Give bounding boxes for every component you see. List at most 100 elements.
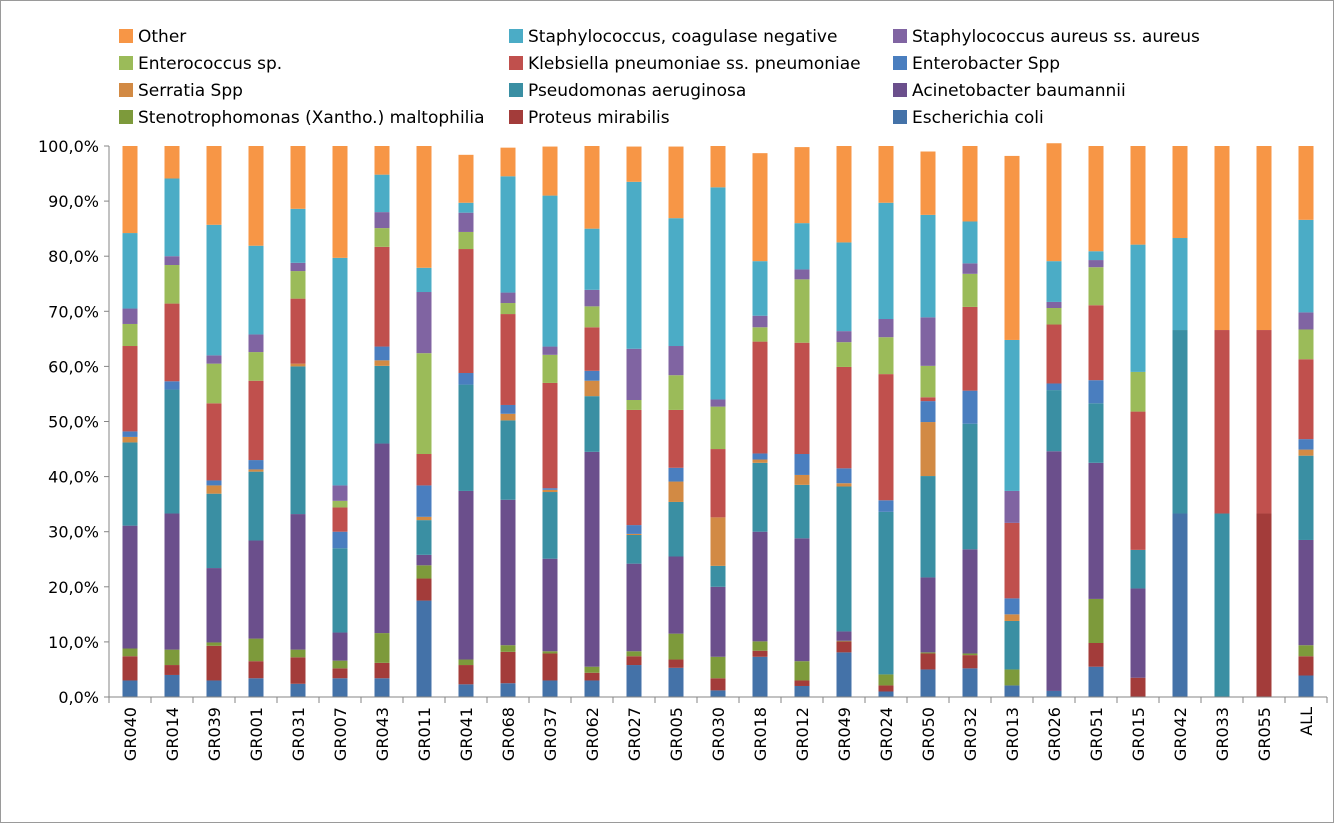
y-tick-label: 60,0% [48,357,99,376]
bar-segment-proteus-mirabilis [794,680,810,686]
bar-segment-pseudomonas-aeruginosa [416,520,432,555]
bar-segment-stenotrophomonas-xantho-maltophilia [332,660,348,669]
bar-segment-staphylococcus-aureus-ss-aureus [332,485,348,501]
bar-segment-enterococcus-sp [668,375,684,410]
bar-segment-acinetobacter-baumannii [920,577,936,653]
bar-segment-other [584,146,600,229]
bar-stack-gr041 [458,154,474,697]
bar-segment-serratia-spp [542,489,558,493]
bar-segment-staphylococcus-aureus-ss-aureus [1046,301,1062,308]
x-tick-label: GR027 [625,707,644,761]
bar-segment-other [164,146,180,179]
bar-segment-pseudomonas-aeruginosa [836,486,852,632]
bar-segment-acinetobacter-baumannii [290,514,306,650]
bar-segment-stenotrophomonas-xantho-maltophilia [962,653,978,656]
bar-segment-serratia-spp [920,422,936,477]
bar-segment-stenotrophomonas-xantho-maltophilia [626,651,642,657]
bar-segment-klebsiella-pneumoniae-ss-pneumoniae [1256,330,1272,514]
bar-segment-pseudomonas-aeruginosa [710,565,726,587]
legend-item-other: Other [119,27,186,47]
bar-segment-escherichia-coli [206,680,222,697]
bar-segment-staphylococcus-coagulase-negative [878,202,894,320]
bar-segment-pseudomonas-aeruginosa [1130,549,1146,589]
y-tick-label: 100,0% [38,137,99,156]
bar-segment-enterobacter-spp [1088,380,1104,404]
x-axis: GR040 GR014 GR039 GR001 GR031 GR007 GR043 GR011… [108,696,1328,761]
legend-label: Pseudomonas aeruginosa [528,81,746,101]
bar-segment-klebsiella-pneumoniae-ss-pneumoniae [1088,305,1104,381]
bar-segment-stenotrophomonas-xantho-maltophilia [206,642,222,646]
bar-segment-enterobacter-spp [584,370,600,381]
bar-segment-staphylococcus-aureus-ss-aureus [1088,260,1104,268]
legend-label: Stenotrophomonas (Xantho.) maltophilia [138,108,485,128]
bar-segment-klebsiella-pneumoniae-ss-pneumoniae [752,341,768,454]
bar-segment-staphylococcus-coagulase-negative [458,202,474,213]
bar-segment-other [626,146,642,182]
bar-stack-gr040 [122,146,138,697]
legend-item-serratia-spp: Serratia Spp [119,81,243,101]
bar-segment-enterococcus-sp [710,406,726,450]
bar-segment-klebsiella-pneumoniae-ss-pneumoniae [122,346,138,432]
bar-segment-serratia-spp [710,517,726,566]
bar-segment-escherichia-coli [1298,675,1314,697]
bar-segment-proteus-mirabilis [1088,643,1104,667]
bar-segment-enterococcus-sp [626,400,642,410]
legend-swatch [893,110,907,124]
bar-segment-stenotrophomonas-xantho-maltophilia [164,649,180,666]
bar-segment-enterobacter-spp [626,525,642,534]
bar-segment-proteus-mirabilis [248,661,264,679]
bar-segment-proteus-mirabilis [920,653,936,670]
bar-segment-pseudomonas-aeruginosa [584,396,600,452]
bar-segment-acinetobacter-baumannii [332,632,348,661]
bar-segment-pseudomonas-aeruginosa [248,471,264,541]
bar-segment-acinetobacter-baumannii [1088,462,1104,599]
bar-segment-staphylococcus-aureus-ss-aureus [752,315,768,328]
bar-segment-other [1172,146,1188,239]
bar-stack-gr032 [962,146,978,697]
bar-segment-enterococcus-sp [1046,307,1062,325]
bar-segment-staphylococcus-coagulase-negative [920,214,936,318]
bar-segment-stenotrophomonas-xantho-maltophilia [668,633,684,660]
bar-segment-pseudomonas-aeruginosa [752,462,768,532]
x-tick-label: GR032 [961,707,980,761]
bar-segment-pseudomonas-aeruginosa [374,365,390,444]
bar-segment-enterobacter-spp [962,390,978,424]
bar-segment-acinetobacter-baumannii [626,563,642,652]
bar-segment-staphylococcus-coagulase-negative [542,195,558,347]
bar-segment-stenotrophomonas-xantho-maltophilia [458,659,474,666]
bar-stack-gr050 [920,151,936,697]
bar-segment-klebsiella-pneumoniae-ss-pneumoniae [1046,324,1062,384]
y-tick-label: 90,0% [48,192,99,211]
bar-segment-other [710,146,726,188]
bar-segment-escherichia-coli [626,665,642,697]
bar-segment-other [206,146,222,225]
bar-segment-enterococcus-sp [962,273,978,307]
bar-segment-stenotrophomonas-xantho-maltophilia [500,645,516,652]
x-tick-label: GR051 [1087,707,1106,761]
legend-swatch [509,83,523,97]
bar-segment-escherichia-coli [836,652,852,697]
bar-segment-pseudomonas-aeruginosa [878,511,894,675]
bar-segment-staphylococcus-coagulase-negative [794,223,810,270]
bar-segment-stenotrophomonas-xantho-maltophilia [920,652,936,654]
bar-segment-klebsiella-pneumoniae-ss-pneumoniae [458,249,474,374]
bar-stack-gr033 [1214,146,1230,697]
bar-segment-other [920,151,936,215]
bar-segment-pseudomonas-aeruginosa [668,501,684,557]
bar-stack-gr039 [206,146,222,697]
bar-segment-staphylococcus-coagulase-negative [1046,261,1062,302]
x-tick-label: GR068 [499,707,518,761]
x-tick-label: GR039 [205,707,224,761]
bar-segment-proteus-mirabilis [1130,677,1146,697]
bar-segment-stenotrophomonas-xantho-maltophilia [1298,645,1314,657]
bar-segment-staphylococcus-coagulase-negative [836,242,852,332]
bar-stack-gr051 [1088,146,1104,697]
bar-stack-gr013 [1004,155,1020,697]
x-tick-label: GR033 [1213,707,1232,761]
bar-segment-serratia-spp [248,469,264,472]
bar-segment-pseudomonas-aeruginosa [290,366,306,515]
bar-segment-enterococcus-sp [500,303,516,315]
bar-segment-other [332,146,348,258]
bar-segment-enterococcus-sp [542,354,558,383]
bar-stack-gr068 [500,147,516,697]
